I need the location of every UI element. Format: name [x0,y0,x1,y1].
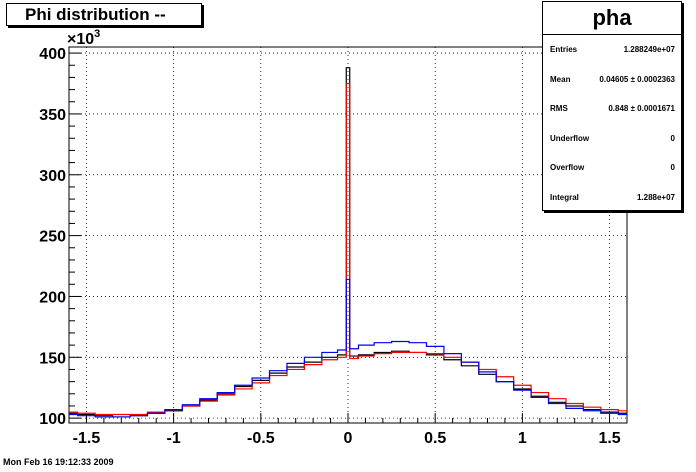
stats-value: 0.848 ± 0.0001671 [608,104,675,114]
y-tick-label: 100 [39,411,66,428]
y-multiplier: ×103 [67,28,100,48]
y-tick-label: 400 [39,46,66,63]
stats-row-rms: RMS 0.848 ± 0.0001671 [543,94,681,124]
chart-title-text: Phi distribution -- [25,4,166,24]
stats-value: 1.288249e+07 [623,45,675,55]
stats-row-entries: Entries 1.288249e+07 [543,35,681,65]
stats-value: 1.288e+07 [636,192,675,202]
x-tick-label: 1 [518,430,527,447]
stats-label: Integral [550,192,579,202]
x-tick-label: 0.5 [424,430,446,447]
stats-label: Entries [550,45,578,55]
x-tick-label: 1.5 [598,430,620,447]
stats-label: Underflow [550,133,590,143]
chart-title: Phi distribution -- [6,3,202,26]
stats-value: 0 [670,163,675,173]
x-tick-label: -1.5 [73,430,101,447]
x-tick-label: 0 [344,430,353,447]
stats-label: Overflow [550,163,585,173]
stats-value: 0 [670,133,675,143]
stats-label: Mean [550,74,571,84]
y-tick-label: 300 [39,168,66,185]
stats-row-overflow: Overflow 0 [543,153,681,183]
stats-label: RMS [550,104,568,114]
timestamp: Mon Feb 16 19:12:33 2009 [3,457,114,467]
stats-box: pha Entries 1.288249e+07 Mean 0.04605 ± … [542,1,682,211]
stats-title: pha [543,2,681,35]
series-line-2 [69,278,627,418]
stats-row-mean: Mean 0.04605 ± 0.0002363 [543,65,681,95]
y-tick-label: 350 [39,107,66,124]
x-tick-label: -0.5 [247,430,275,447]
y-tick-label: 250 [39,229,66,246]
x-tick-label: -1 [167,430,181,447]
y-multiplier-exponent: 3 [94,28,100,40]
y-tick-label: 150 [39,350,66,367]
stats-row-integral: Integral 1.288e+07 [543,183,681,213]
stats-value: 0.04605 ± 0.0002363 [599,74,675,84]
y-tick-label: 200 [39,289,66,306]
stats-row-underflow: Underflow 0 [543,124,681,154]
